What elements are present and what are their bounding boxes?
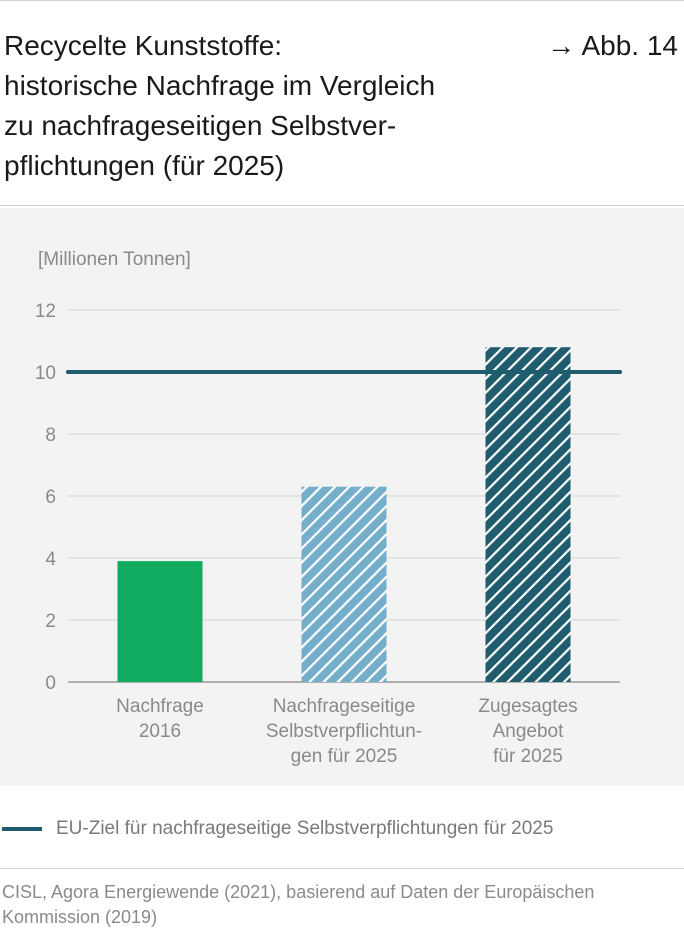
x-category-label-line: Zugesagtes [478,696,578,717]
source-note: CISL, Agora Energiewende (2021), basiere… [2,880,682,930]
source-line: CISL, Agora Energiewende (2021), basiere… [2,882,595,902]
y-tick-label: 2 [45,611,56,632]
title-line: zu nachfrageseitigen Selbstver- [4,110,397,141]
x-category-label-line: Angebot [492,721,564,742]
x-category-label-line: Nachfrageseitige [272,696,416,717]
header-rule [0,205,684,206]
y-tick-label: 4 [45,549,56,570]
y-axis-unit-label: [Millionen Tonnen] [38,249,191,270]
y-tick-label: 0 [45,673,56,694]
legend-label: EU-Ziel für nachfrageseitige Selbstverpf… [56,818,554,839]
x-category-label-line: Nachfrage [116,696,204,717]
legend-swatch [2,827,42,831]
title-line: pflichtungen (für 2025) [4,150,285,181]
y-tick-label: 10 [35,363,56,384]
top-rule [0,0,684,1]
legend: EU-Ziel für nachfrageseitige Selbstverpf… [2,816,553,842]
x-category-label-line: für 2025 [493,746,563,767]
bar [485,347,571,682]
x-category-label: Nachfrageseitige Selbstverpflichtun-gen f… [254,694,434,769]
x-category-label: Zugesagtes Angebot für 2025 [438,694,618,769]
title-line: Recycelte Kunststoffe: [4,30,283,61]
figure-reference: → Abb. 14 [547,30,678,61]
x-category-label-line: Selbstverpflichtun- [265,721,423,742]
source-line: Kommission (2019) [2,907,158,927]
x-category-label-line: 2016 [138,721,182,742]
y-tick-label: 6 [45,487,56,508]
chart-title: Recycelte Kunststoffe: historische Nachf… [4,26,534,186]
bar [117,561,203,682]
x-category-label-line: gen für 2025 [290,746,398,767]
footer-rule [0,868,684,869]
y-tick-label: 8 [45,425,56,446]
bar [301,486,387,682]
y-tick-label: 12 [35,301,56,322]
title-line: historische Nachfrage im Vergleich [4,70,436,101]
x-category-label: Nachfrage 2016 [70,694,250,744]
